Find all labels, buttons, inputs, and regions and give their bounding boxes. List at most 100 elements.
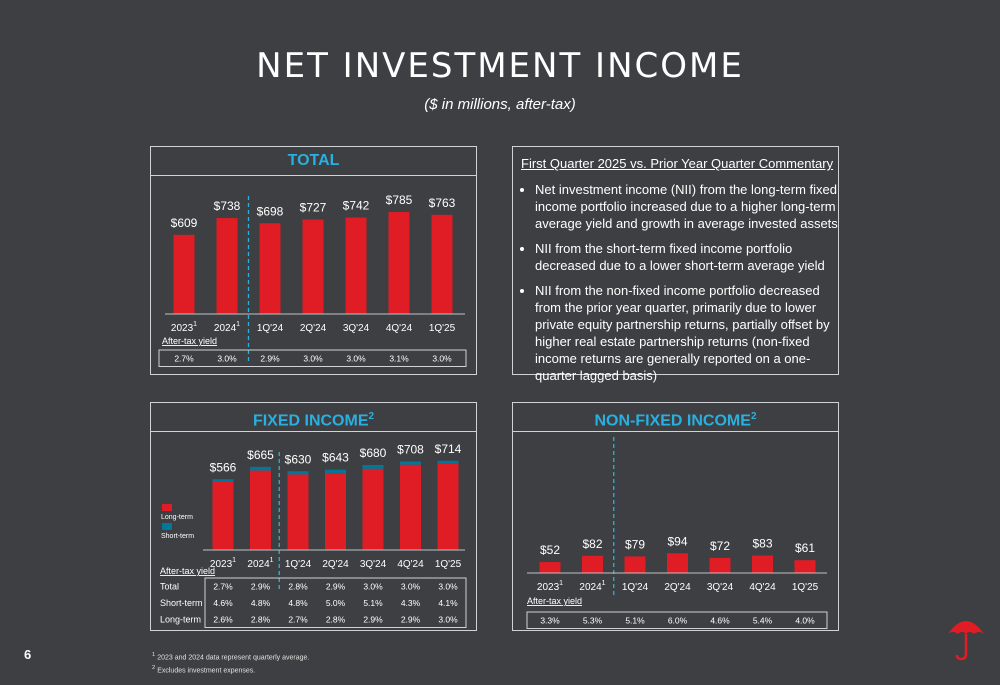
data-label: $72 (710, 539, 730, 553)
data-label: $680 (360, 446, 387, 460)
yield-cell: 3.0% (346, 354, 366, 364)
commentary-panel: First Quarter 2025 vs. Prior Year Quarte… (512, 146, 839, 383)
yield-cell: 3.0% (401, 582, 421, 592)
bar-long-term (212, 481, 234, 550)
yield-title: After-tax yield (162, 336, 217, 346)
yield-cell: 3.3% (540, 616, 560, 626)
yield-row-label: Short-term (160, 598, 203, 608)
yield-cell: 3.0% (363, 582, 383, 592)
yield-cell: 4.8% (251, 598, 271, 608)
yield-cell: 5.3% (583, 616, 603, 626)
yield-cell: 3.0% (438, 582, 458, 592)
yield-cell: 2.8% (326, 615, 346, 625)
bar-short-term (250, 466, 271, 471)
tick-label: 2Q'24 (664, 582, 691, 593)
yield-cell: 2.9% (363, 615, 383, 625)
yield-cell: 2.7% (213, 582, 233, 592)
bar-short-term (362, 465, 384, 469)
tick-label: 4Q'24 (749, 582, 776, 593)
legend-swatch (162, 523, 172, 530)
bar-long-term (287, 474, 309, 550)
total-panel: TOTAL $609 20231 $738 20241 $698 1Q'24 $727 2Q'… (150, 146, 477, 375)
tick-label: 1Q'24 (285, 559, 312, 570)
data-label: $665 (247, 448, 274, 462)
yield-cell: 4.1% (438, 598, 458, 608)
yield-cell: 2.8% (288, 582, 308, 592)
bar-long-term (325, 472, 346, 550)
data-label: $738 (214, 199, 241, 213)
bar (709, 557, 731, 573)
tick-label: 20241 (579, 580, 605, 593)
yield-cell: 3.0% (303, 354, 323, 364)
yield-title: After-tax yield (160, 566, 215, 576)
commentary-bullet: NII from the non-fixed income portfolio … (535, 282, 847, 384)
tick-label: 20231 (171, 321, 197, 334)
tick-label: 1Q'25 (435, 559, 462, 570)
bar (259, 223, 281, 314)
non-fixed-income-panel: NON-FIXED INCOME2 $52 20231 $82 20241 $79 1Q'… (512, 402, 839, 631)
page-number: 6 (24, 647, 32, 662)
yield-row-label: Long-term (160, 615, 201, 625)
tick-label: 4Q'24 (397, 559, 424, 570)
tick-label: 1Q'25 (792, 582, 819, 593)
data-label: $83 (752, 537, 772, 551)
bar-long-term (437, 463, 459, 550)
data-label: $94 (667, 534, 687, 548)
bar (582, 555, 603, 573)
bar (624, 556, 646, 573)
yield-cell: 2.9% (401, 615, 421, 625)
bar (216, 218, 238, 314)
yield-cell: 3.0% (217, 354, 237, 364)
tick-label: 3Q'24 (343, 323, 370, 334)
non-fixed-income-chart: $52 20231 $82 20241 $79 1Q'24 $94 2Q'24 $72 3Q'24… (526, 437, 828, 629)
data-label: $79 (625, 537, 645, 551)
bar-long-term (362, 468, 384, 550)
footnote: 2 Excludes investment expenses. (152, 665, 256, 675)
data-label: $763 (429, 196, 456, 210)
commentary-list: Net investment income (NII) from the lon… (521, 181, 847, 392)
bar (388, 211, 410, 314)
yield-row-label: Total (160, 582, 179, 592)
tick-label: 3Q'24 (360, 559, 387, 570)
fixed-income-panel-title: FIXED INCOME2 (151, 403, 476, 432)
data-label: $714 (435, 442, 462, 456)
bar (173, 234, 195, 314)
data-label: $566 (210, 460, 237, 474)
data-label: $727 (300, 200, 327, 214)
yield-table-border (158, 349, 467, 367)
bar (667, 553, 688, 573)
yield-cell: 2.7% (174, 354, 194, 364)
legend-label: Short-term (161, 533, 194, 540)
yield-cell: 4.6% (213, 598, 233, 608)
yield-cell: 4.3% (401, 598, 421, 608)
fixed-income-panel: FIXED INCOME2 $566 20231 $665 20241 $630 1Q'2… (150, 402, 477, 631)
commentary-title: First Quarter 2025 vs. Prior Year Quarte… (521, 156, 834, 171)
tick-label: 3Q'24 (707, 582, 734, 593)
umbrella-logo (948, 621, 984, 661)
tick-label: 20231 (537, 580, 563, 593)
data-label: $708 (397, 443, 424, 457)
fixed-income-chart: $566 20231 $665 20241 $630 1Q'24 $643 2Q'24 $680… (160, 442, 467, 628)
tick-label: 1Q'25 (429, 323, 456, 334)
yield-cell: 5.0% (326, 598, 346, 608)
yield-cell: 4.6% (710, 616, 730, 626)
commentary-bullet: Net investment income (NII) from the lon… (535, 181, 847, 232)
data-label: $61 (795, 541, 815, 555)
bar-long-term (400, 464, 421, 550)
data-label: $630 (285, 452, 312, 466)
yield-cell: 6.0% (668, 616, 688, 626)
yield-cell: 2.9% (260, 354, 280, 364)
tick-label: 4Q'24 (386, 323, 413, 334)
yield-table-border (526, 611, 828, 629)
yield-cell: 3.0% (438, 615, 458, 625)
bar (794, 560, 816, 573)
tick-label: 20241 (247, 557, 273, 570)
page-subtitle: ($ in millions, after-tax) (424, 96, 576, 113)
footnote: 1 2023 and 2024 data represent quarterly… (152, 652, 310, 662)
tick-label: 20241 (214, 321, 240, 334)
yield-cell: 5.1% (363, 598, 383, 608)
yield-cell: 2.7% (288, 615, 308, 625)
data-label: $742 (343, 199, 370, 213)
yield-cell: 3.1% (389, 354, 409, 364)
data-label: $52 (540, 543, 560, 557)
